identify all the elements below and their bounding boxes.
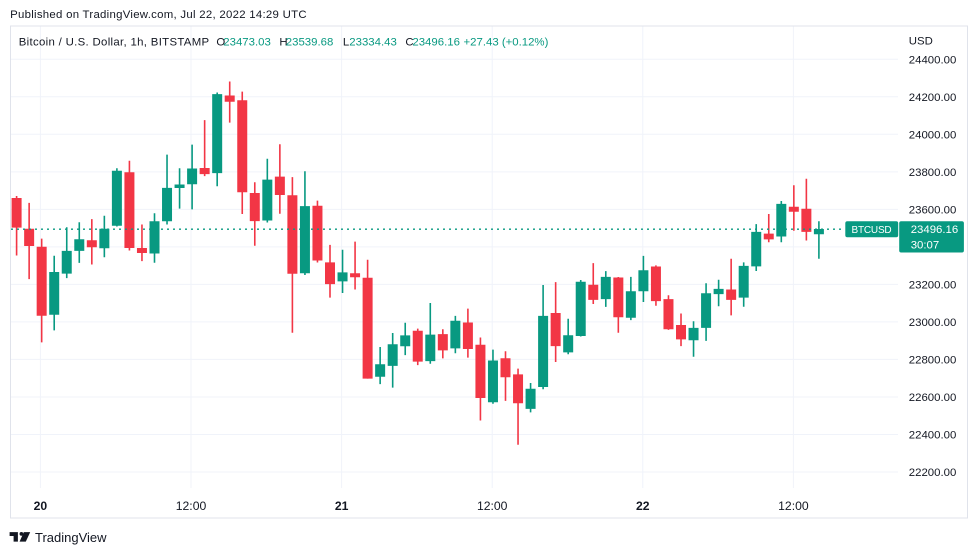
svg-text:22400.00: 22400.00 [909, 430, 957, 442]
svg-text:23473.03: 23473.03 [223, 37, 271, 49]
svg-text:22800.00: 22800.00 [909, 355, 957, 367]
svg-text:24400.00: 24400.00 [909, 54, 957, 66]
svg-text:23496.16: 23496.16 [412, 37, 460, 49]
svg-text:23800.00: 23800.00 [909, 167, 957, 179]
svg-text:L: L [343, 37, 349, 49]
svg-text:23334.43: 23334.43 [349, 37, 397, 49]
svg-text:23000.00: 23000.00 [909, 317, 957, 329]
svg-text:23200.00: 23200.00 [909, 280, 957, 292]
svg-text:22600.00: 22600.00 [909, 392, 957, 404]
svg-text:TradingView: TradingView [35, 530, 107, 545]
svg-text:23539.68: 23539.68 [286, 37, 334, 49]
svg-text:20: 20 [34, 499, 48, 513]
svg-text:24000.00: 24000.00 [909, 129, 957, 141]
svg-text:22200.00: 22200.00 [909, 467, 957, 479]
svg-text:Published on TradingView.com,: Published on TradingView.com, Jul 22, 20… [10, 9, 307, 21]
svg-text:USD: USD [909, 36, 933, 48]
svg-text:21: 21 [335, 499, 349, 513]
svg-text:+27.43 (+0.12%): +27.43 (+0.12%) [464, 37, 549, 49]
svg-text:12:00: 12:00 [778, 499, 809, 513]
svg-text:Bitcoin / U.S. Dollar, 1h, BIT: Bitcoin / U.S. Dollar, 1h, BITSTAMP [19, 37, 210, 49]
svg-text:23496.16: 23496.16 [911, 224, 959, 236]
svg-text:H: H [279, 37, 287, 49]
svg-text:12:00: 12:00 [176, 499, 207, 513]
svg-text:C: C [405, 37, 413, 49]
svg-text:O: O [216, 37, 225, 49]
svg-text:23600.00: 23600.00 [909, 205, 957, 217]
svg-text:24200.00: 24200.00 [909, 92, 957, 104]
svg-text:BTCUSD: BTCUSD [852, 225, 892, 236]
svg-text:22: 22 [636, 499, 650, 513]
svg-text:12:00: 12:00 [477, 499, 508, 513]
svg-text:30:07: 30:07 [911, 239, 940, 251]
